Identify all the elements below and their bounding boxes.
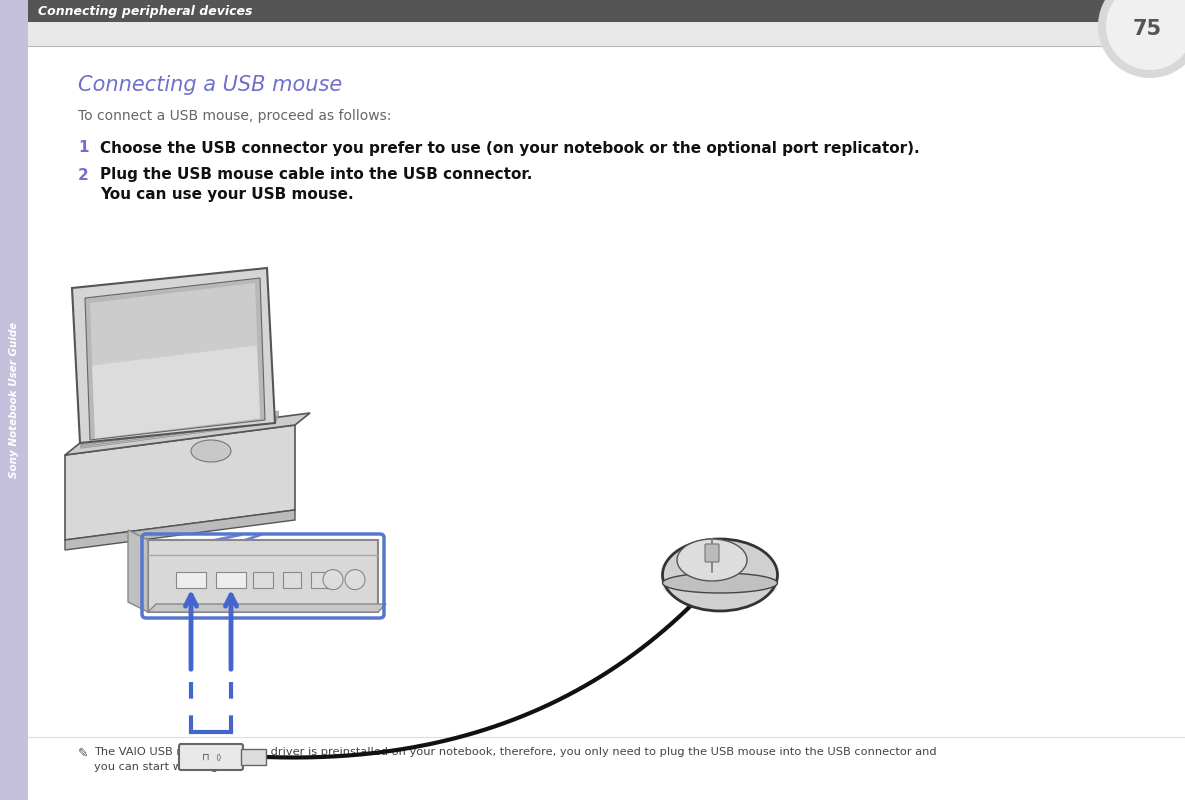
Ellipse shape — [662, 539, 777, 611]
Polygon shape — [128, 530, 148, 612]
Text: Choose the USB connector you prefer to use (on your notebook or the optional por: Choose the USB connector you prefer to u… — [100, 141, 920, 155]
Ellipse shape — [662, 573, 777, 593]
Polygon shape — [82, 414, 277, 445]
Circle shape — [345, 570, 365, 590]
Polygon shape — [81, 418, 276, 448]
Text: Plug the USB mouse cable into the USB connector.: Plug the USB mouse cable into the USB co… — [100, 167, 532, 182]
Ellipse shape — [662, 572, 777, 602]
Bar — [254, 571, 273, 587]
Ellipse shape — [677, 539, 747, 581]
Polygon shape — [148, 604, 386, 612]
Text: Connecting peripheral devices: Connecting peripheral devices — [38, 5, 252, 18]
Text: The VAIO USB mouse software driver is preinstalled on your notebook, therefore, : The VAIO USB mouse software driver is pr… — [94, 747, 936, 757]
Text: 75: 75 — [1133, 19, 1161, 39]
Text: ⟨⟩: ⟨⟩ — [216, 753, 223, 762]
Polygon shape — [84, 411, 278, 442]
Circle shape — [1098, 0, 1185, 78]
Polygon shape — [1167, 6, 1173, 16]
Polygon shape — [92, 346, 260, 438]
FancyBboxPatch shape — [179, 744, 243, 770]
Text: Sony Notebook User Guide: Sony Notebook User Guide — [9, 322, 19, 478]
Bar — [310, 571, 329, 587]
Circle shape — [1106, 0, 1185, 70]
Polygon shape — [82, 416, 276, 446]
Bar — [216, 571, 246, 587]
Bar — [177, 571, 206, 587]
Text: ⊓: ⊓ — [203, 752, 210, 762]
Bar — [283, 571, 301, 587]
Text: You can use your USB mouse.: You can use your USB mouse. — [100, 187, 353, 202]
FancyBboxPatch shape — [705, 544, 719, 562]
Polygon shape — [90, 283, 260, 438]
Bar — [28, 22, 1185, 46]
Bar — [148, 540, 378, 612]
Text: ✎: ✎ — [78, 746, 89, 759]
Polygon shape — [83, 413, 277, 443]
Bar — [28, 0, 1185, 22]
Text: 2: 2 — [78, 167, 89, 182]
Bar — [241, 749, 265, 765]
Polygon shape — [65, 510, 295, 550]
Polygon shape — [65, 425, 295, 540]
Bar — [0, 0, 28, 800]
Circle shape — [324, 570, 342, 590]
Ellipse shape — [191, 440, 231, 462]
Text: 1: 1 — [78, 141, 89, 155]
Polygon shape — [65, 413, 310, 455]
Polygon shape — [72, 268, 275, 443]
Polygon shape — [1157, 6, 1162, 16]
Polygon shape — [85, 278, 265, 440]
Text: To connect a USB mouse, proceed as follows:: To connect a USB mouse, proceed as follo… — [78, 109, 391, 123]
Text: you can start working.: you can start working. — [94, 762, 222, 772]
Text: Connecting a USB mouse: Connecting a USB mouse — [78, 75, 342, 95]
